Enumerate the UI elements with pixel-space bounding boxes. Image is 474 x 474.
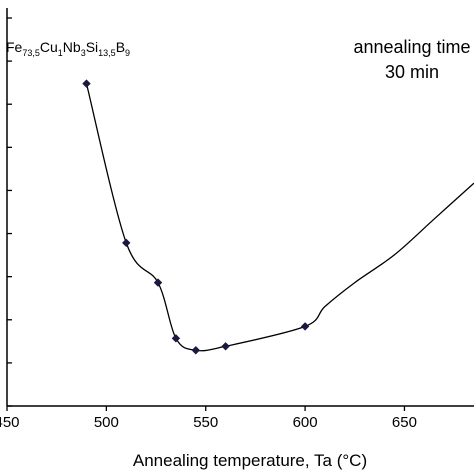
annealing-duration-label: 30 min: [385, 62, 439, 82]
series-markers: [82, 79, 310, 355]
x-tick-label: 450: [0, 414, 20, 431]
alloy-formula-label: Fe73,5Cu1Nb3Si13,5B9: [6, 39, 130, 58]
formula-subscript: 9: [125, 48, 130, 58]
x-tick-label: 550: [193, 414, 218, 431]
formula-subscript: 3: [81, 48, 86, 58]
data-point-marker: [171, 334, 181, 343]
data-point-marker: [153, 278, 163, 287]
data-point-marker: [191, 346, 200, 355]
x-tick-label: 600: [293, 414, 318, 431]
x-axis-title: Annealing temperature, Ta (°C): [133, 451, 367, 470]
y-axis-ticks: [7, 17, 12, 407]
formula-element: Cu: [40, 39, 58, 55]
data-point-marker: [221, 342, 230, 351]
x-tick-label: 500: [94, 414, 119, 431]
formula-element: B: [116, 39, 125, 55]
formula-subscript: 73,5: [22, 48, 40, 58]
data-point-marker: [82, 79, 91, 88]
formula-element: Fe: [6, 39, 23, 55]
formula-element: Nb: [63, 39, 81, 55]
data-point-marker: [122, 238, 131, 248]
annealing-time-label: annealing time: [353, 37, 470, 57]
x-axis-ticks: [6, 406, 406, 411]
series-line: [85, 83, 474, 352]
formula-subscript: 1: [58, 48, 63, 58]
data-point-marker: [300, 322, 310, 331]
formula-element: Si: [86, 39, 98, 55]
formula-subscript: 13,5: [98, 48, 116, 58]
x-axis-tick-labels: 450 500 550 600 650: [0, 414, 417, 431]
x-tick-label: 650: [392, 414, 417, 431]
